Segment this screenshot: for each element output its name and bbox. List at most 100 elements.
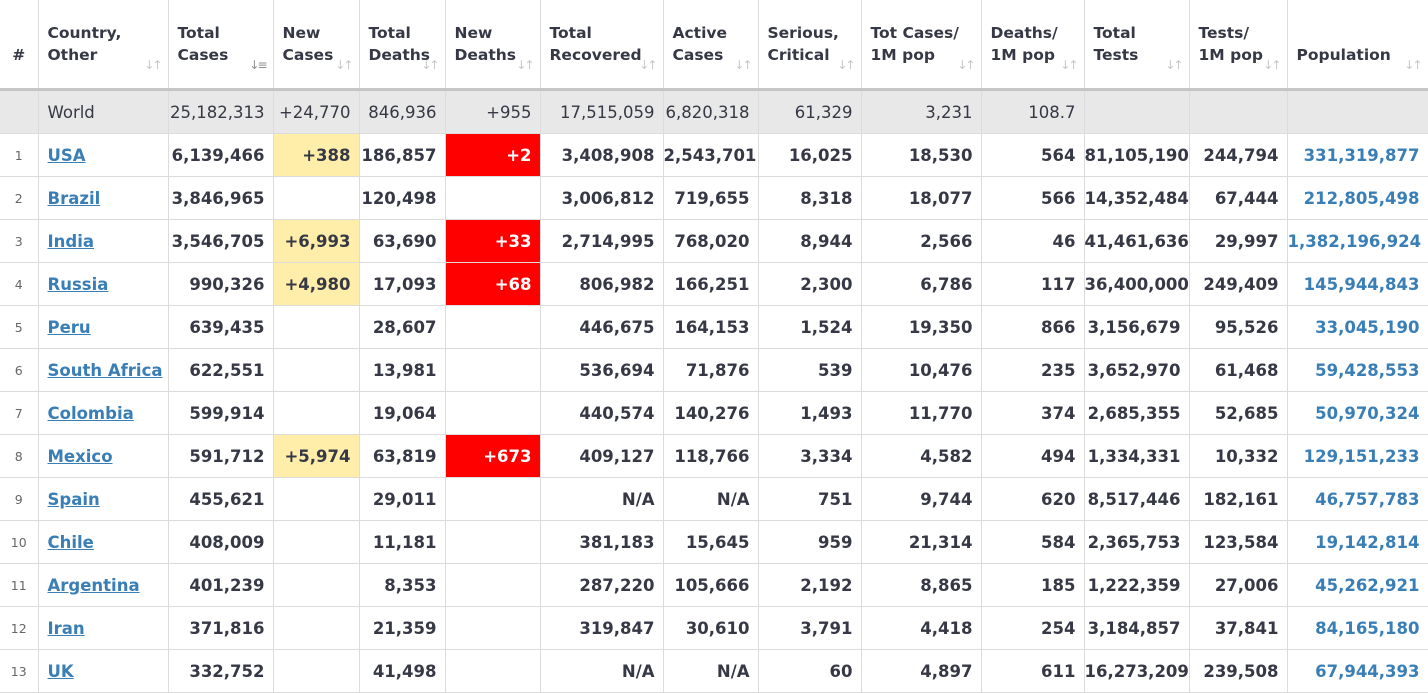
cell-country[interactable]: Brazil [38, 176, 169, 220]
population-link[interactable]: 212,805,498 [1303, 188, 1420, 208]
population-link[interactable]: 46,757,783 [1315, 489, 1420, 509]
cell-deaths-per-1m: 108.7 [981, 89, 1085, 134]
population-link[interactable]: 19,142,814 [1315, 532, 1420, 552]
sort-arrows-icon[interactable]: ↓↑ [421, 58, 439, 72]
country-link[interactable]: Chile [47, 532, 94, 552]
population-link[interactable]: 331,319,877 [1303, 145, 1420, 165]
cell-active-cases: 71,876 [663, 348, 759, 392]
country-link[interactable]: South Africa [47, 360, 163, 380]
cell-total-tests: 3,156,679 [1084, 305, 1190, 349]
col-header-total-tests[interactable]: Total Tests ↓↑ [1084, 0, 1190, 90]
cell-country[interactable]: India [38, 219, 169, 263]
cell-total-cases: 622,551 [168, 348, 274, 392]
cell-country[interactable]: Colombia [38, 391, 169, 435]
sort-arrows-icon[interactable]: ↓↑ [144, 58, 162, 72]
col-header-total-deaths[interactable]: Total Deaths ↓↑ [359, 0, 446, 90]
cell-country[interactable]: Peru [38, 305, 169, 349]
table-row: 12 Iran 371,816 21,359 319,847 30,610 3,791 4,4… [0, 606, 1428, 650]
country-link[interactable]: Mexico [47, 446, 113, 466]
country-link[interactable]: Argentina [47, 575, 140, 595]
cell-country[interactable]: South Africa [38, 348, 169, 392]
cell-cases-per-1m: 21,314 [861, 520, 982, 564]
col-header-deaths-per-1m[interactable]: Deaths/1M pop ↓↑ [981, 0, 1085, 90]
country-link[interactable]: UK [47, 661, 74, 681]
sort-arrows-icon[interactable]: ↓↑ [734, 58, 752, 72]
cell-new-cases: +4,980 [273, 262, 360, 306]
country-link[interactable]: Iran [47, 618, 85, 638]
col-header-index: # [0, 0, 39, 90]
sort-arrows-icon[interactable]: ↓↑ [837, 58, 855, 72]
col-header-total-cases[interactable]: Total Cases ↓≡ [168, 0, 274, 90]
cell-index: 1 [0, 133, 39, 177]
cell-tests-per-1m: 95,526 [1189, 305, 1288, 349]
country-link[interactable]: USA [47, 145, 86, 165]
population-link[interactable]: 145,944,843 [1303, 274, 1420, 294]
cell-total-deaths: 13,981 [359, 348, 446, 392]
cell-new-cases: +5,974 [273, 434, 360, 478]
sort-arrows-icon[interactable]: ↓↑ [639, 58, 657, 72]
col-header-active-cases[interactable]: Active Cases ↓↑ [663, 0, 759, 90]
cell-country[interactable]: USA [38, 133, 169, 177]
table-row: 10 Chile 408,009 11,181 381,183 15,645 959 21,3… [0, 520, 1428, 564]
cell-country[interactable]: Mexico [38, 434, 169, 478]
population-link[interactable]: 1,382,196,924 [1287, 231, 1422, 251]
population-link[interactable]: 84,165,180 [1315, 618, 1420, 638]
country-link[interactable]: Spain [47, 489, 100, 509]
cell-country[interactable]: Chile [38, 520, 169, 564]
cell-cases-per-1m: 4,582 [861, 434, 982, 478]
col-header-new-deaths[interactable]: New Deaths ↓↑ [445, 0, 541, 90]
col-header-total-recovered[interactable]: Total Recovered ↓↑ [540, 0, 664, 90]
country-link[interactable]: Russia [47, 274, 109, 294]
population-link[interactable]: 67,944,393 [1315, 661, 1420, 681]
header-label-line2: Cases [282, 46, 334, 64]
sort-arrows-icon[interactable]: ↓↑ [1404, 58, 1422, 72]
cell-active-cases: 768,020 [663, 219, 759, 263]
population-link[interactable]: 50,970,324 [1315, 403, 1420, 423]
cell-population: 67,944,393 [1287, 649, 1428, 693]
sort-descending-icon[interactable]: ↓≡ [249, 58, 267, 72]
cell-total-tests: 3,184,857 [1084, 606, 1190, 650]
population-link[interactable]: 45,262,921 [1315, 575, 1420, 595]
col-header-tests-per-1m[interactable]: Tests/1M pop ↓↑ [1189, 0, 1288, 90]
cell-country[interactable]: Argentina [38, 563, 169, 607]
cell-country[interactable]: Russia [38, 262, 169, 306]
country-link[interactable]: Colombia [47, 403, 134, 423]
country-link[interactable]: India [47, 231, 95, 251]
cell-country[interactable]: Iran [38, 606, 169, 650]
cell-population: 331,319,877 [1287, 133, 1428, 177]
col-header-cases-per-1m[interactable]: Tot Cases/1M pop ↓↑ [861, 0, 982, 90]
cell-total-deaths: 63,690 [359, 219, 446, 263]
cell-country[interactable]: Spain [38, 477, 169, 521]
col-header-serious-critical[interactable]: Serious, Critical ↓↑ [758, 0, 862, 90]
col-header-new-cases[interactable]: New Cases ↓↑ [273, 0, 360, 90]
population-link[interactable]: 59,428,553 [1315, 360, 1420, 380]
cell-country[interactable]: UK [38, 649, 169, 693]
population-link[interactable]: 33,045,190 [1315, 317, 1420, 337]
cell-deaths-per-1m: 620 [981, 477, 1085, 521]
cell-active-cases: 164,153 [663, 305, 759, 349]
cell-active-cases: 166,251 [663, 262, 759, 306]
table-row: 3 India 3,546,705 +6,993 63,690 +33 2,714,995 7… [0, 219, 1428, 263]
sort-arrows-icon[interactable]: ↓↑ [516, 58, 534, 72]
sort-arrows-icon[interactable]: ↓↑ [1165, 58, 1183, 72]
header-label-line1: Total [368, 24, 411, 42]
cell-index: 3 [0, 219, 39, 263]
cell-active-cases: 118,766 [663, 434, 759, 478]
sort-arrows-icon[interactable]: ↓↑ [1263, 58, 1281, 72]
country-link[interactable]: Brazil [47, 188, 101, 208]
col-header-population[interactable]: Population ↓↑ [1287, 0, 1428, 90]
sort-arrows-icon[interactable]: ↓↑ [957, 58, 975, 72]
cell-deaths-per-1m: 494 [981, 434, 1085, 478]
col-header-country[interactable]: Country, Other ↓↑ [38, 0, 169, 90]
sort-arrows-icon[interactable]: ↓↑ [335, 58, 353, 72]
cell-new-cases [273, 176, 360, 220]
header-label-line2: Recovered [549, 46, 642, 64]
cell-population: 212,805,498 [1287, 176, 1428, 220]
population-link[interactable]: 129,151,233 [1303, 446, 1420, 466]
cell-serious-critical: 539 [758, 348, 862, 392]
country-link[interactable]: Peru [47, 317, 91, 337]
cell-population [1287, 89, 1428, 134]
cell-total-tests: 2,685,355 [1084, 391, 1190, 435]
sort-arrows-icon[interactable]: ↓↑ [1060, 58, 1078, 72]
cell-cases-per-1m: 2,566 [861, 219, 982, 263]
